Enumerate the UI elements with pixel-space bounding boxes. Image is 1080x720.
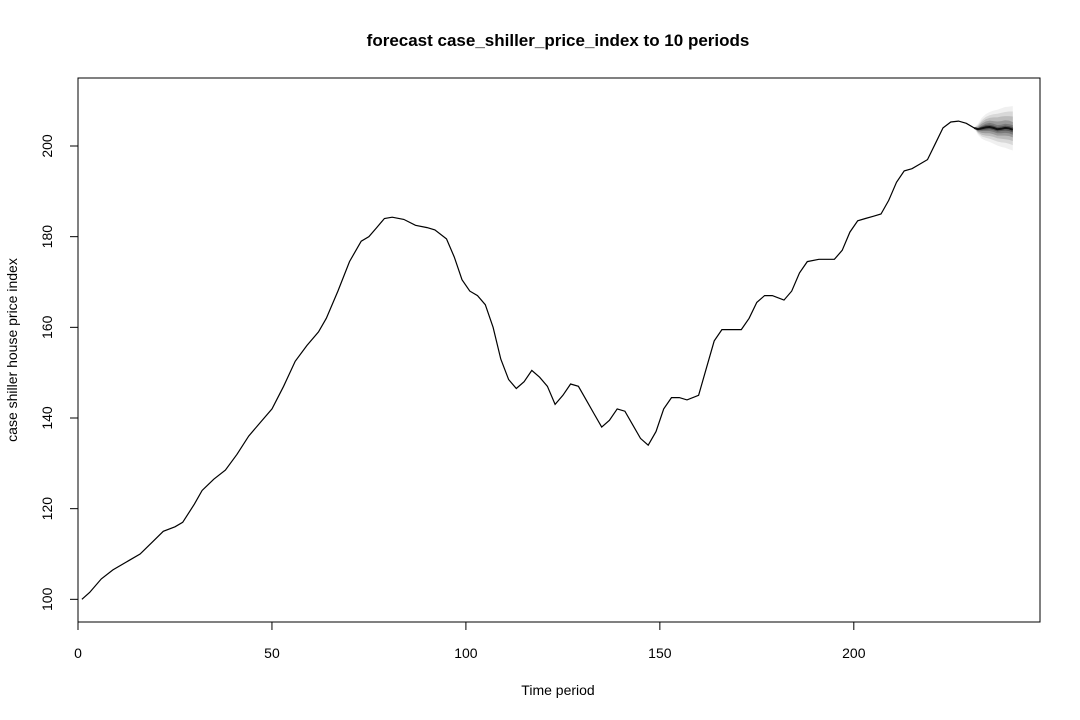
x-tick-label: 150 [648, 645, 672, 661]
x-tick-label: 50 [264, 645, 280, 661]
y-tick-label: 160 [39, 315, 55, 339]
x-axis: 0 50 100 150 200 [74, 621, 866, 661]
y-tick-label: 140 [39, 406, 55, 430]
x-tick-label: 100 [454, 645, 478, 661]
y-axis: 100 120 140 160 180 200 [39, 134, 79, 611]
x-axis-label: Time period [521, 682, 594, 698]
plot-frame [77, 77, 1041, 623]
y-axis-label: case shiller house price index [4, 258, 20, 442]
x-tick-label: 200 [842, 645, 866, 661]
forecast-mean-line [973, 125, 1014, 131]
x-tick-label: 0 [74, 645, 82, 661]
y-tick-label: 120 [39, 497, 55, 521]
y-tick-label: 200 [39, 134, 55, 158]
series-line-history [81, 120, 975, 600]
y-tick-label: 100 [39, 587, 55, 611]
chart-title: forecast case_shiller_price_index to 10 … [367, 31, 750, 50]
y-tick-label: 180 [39, 225, 55, 249]
